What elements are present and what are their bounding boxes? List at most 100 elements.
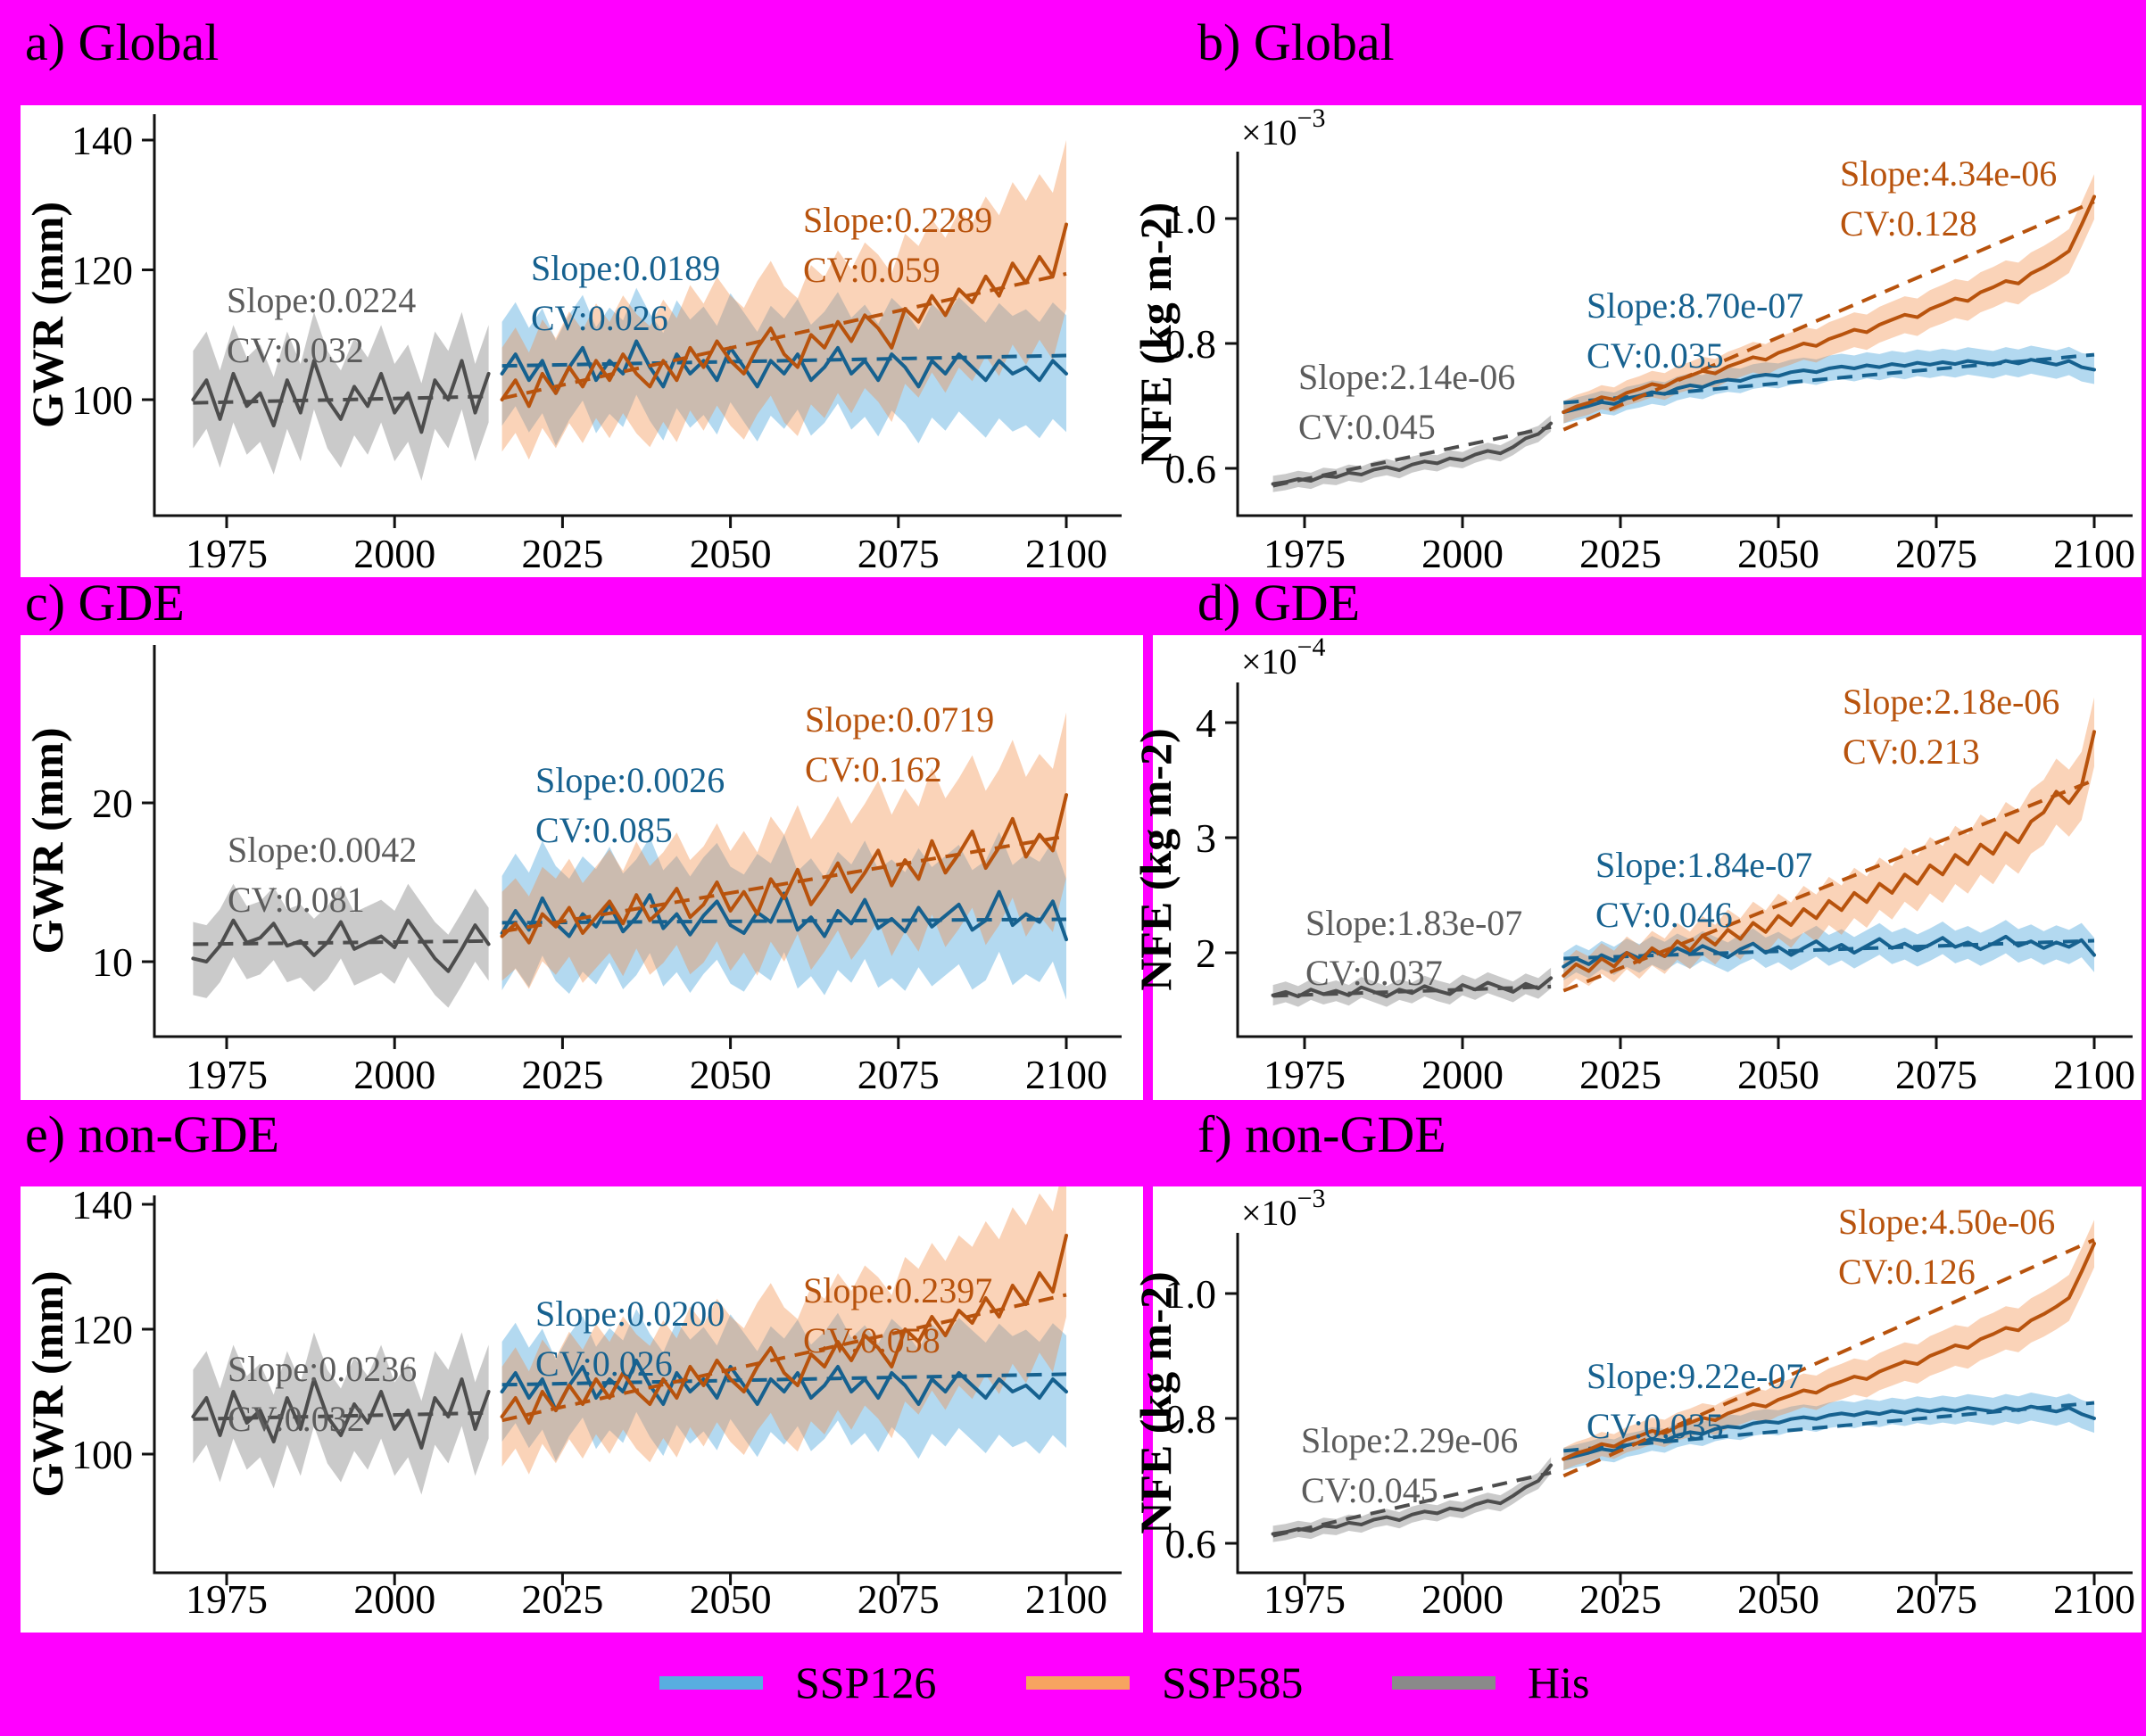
panel-f-y-axis-label: NFE (kg m-2) — [1131, 1271, 1181, 1533]
panel-b-line-ssp585 — [1562, 194, 2096, 414]
panel-f-band-ssp585 — [1563, 1219, 2094, 1471]
panel-c-band-ssp126 — [501, 831, 1066, 1000]
panel-f-trend-ssp585 — [1562, 1237, 2095, 1478]
panel-e-trend-ssp126 — [501, 1372, 1067, 1387]
x-tick-label: 2050 — [690, 531, 772, 576]
x-tick-label: 1975 — [1264, 531, 1346, 576]
y-tick-label: 100 — [71, 1432, 133, 1477]
panel-a-line-his — [191, 359, 491, 434]
panel-title-f: f) non-GDE — [1197, 1105, 1446, 1163]
panel-c-line-his — [191, 918, 491, 973]
panel-c: 1975 2000 2025 2050 2075 2100 10 20 GWR (mm) Slop… — [22, 645, 1122, 1097]
panel-title-c: c) GDE — [25, 574, 185, 632]
panel-c-line-ssp585 — [500, 793, 1068, 945]
panel-f-line-ssp585 — [1562, 1242, 2096, 1461]
x-tick-label: 2100 — [1025, 1052, 1107, 1097]
panel-b-trend-ssp585 — [1562, 200, 2095, 432]
panel-d-trend-ssp585 — [1562, 778, 2095, 993]
panel-a-annotation-ssp585-line2: CV:0.059 — [803, 250, 940, 290]
panel-c-annotation-ssp126-line2: CV:0.085 — [535, 810, 673, 850]
panel-b-annotation-ssp585-line2: CV:0.128 — [1840, 203, 1977, 244]
x-tick-label: 2050 — [690, 1052, 772, 1097]
panel-f-line-ssp126 — [1562, 1404, 2096, 1461]
panel-b-band-his — [1272, 415, 1552, 492]
x-tick-label: 2050 — [1737, 1052, 1819, 1097]
panel-f-axes — [1236, 1233, 2133, 1575]
x-tick-label: 1975 — [1264, 1576, 1346, 1622]
panel-a-band-his — [193, 311, 489, 481]
y-tick-label: 1.0 — [1165, 1271, 1217, 1317]
y-tick-label: 1.0 — [1165, 196, 1217, 242]
x-tick-label: 1975 — [186, 1576, 268, 1622]
x-tick-label: 2050 — [1737, 1576, 1819, 1622]
panel-gap-row-2 — [1143, 635, 1153, 1100]
panel-e-y-axis-label: GWR (mm) — [22, 1270, 72, 1497]
panel-f-annotation-his-line1: Slope:2.29e-06 — [1301, 1420, 1518, 1460]
panel-a-annotation-his-line2: CV:0.032 — [227, 330, 364, 370]
x-tick-label: 2025 — [521, 531, 603, 576]
x-tick-label: 2025 — [521, 1576, 603, 1622]
panel-c-band-his — [193, 883, 489, 1008]
panel-f-annotation-his-line2: CV:0.045 — [1301, 1470, 1438, 1510]
panel-e-line-ssp126 — [500, 1359, 1068, 1412]
panel-title-e: e) non-GDE — [25, 1105, 280, 1163]
y-tick-label: 20 — [92, 781, 133, 826]
panel-a-line-ssp126 — [500, 339, 1068, 395]
x-tick-label: 2025 — [1579, 531, 1661, 576]
panel-e-annotation-ssp585-line1: Slope:0.2397 — [803, 1270, 992, 1310]
y-tick-label: 120 — [71, 248, 133, 293]
x-tick-label: 2000 — [1421, 531, 1504, 576]
panel-b-annotation-ssp126-line1: Slope:8.70e-07 — [1587, 285, 1803, 326]
panel-e-band-his — [193, 1332, 489, 1495]
panel-d-y-axis-label: NFE (kg m-2) — [1131, 728, 1181, 990]
panel-gap-row-3 — [1143, 1186, 1153, 1633]
panel-a-axes — [153, 114, 1122, 517]
panel-a-y-axis-label: GWR (mm) — [22, 202, 72, 428]
panel-b-annotation-his-line1: Slope:2.14e-06 — [1298, 357, 1515, 397]
x-tick-label: 2000 — [1421, 1576, 1504, 1622]
panel-f-trend-his — [1272, 1470, 1552, 1538]
y-tick-label: 2 — [1196, 930, 1216, 976]
y-tick-label: 10 — [92, 939, 133, 985]
y-tick-label: 4 — [1196, 700, 1216, 746]
y-tick-label: 0.6 — [1165, 446, 1217, 492]
panel-f-band-ssp126 — [1563, 1393, 2094, 1471]
panel-c-trend-ssp126 — [501, 917, 1067, 925]
panel-e: 1975 2000 2025 2050 2075 2100 100 120 140 GWR (mm… — [22, 1182, 1122, 1622]
panel-e-line-his — [191, 1377, 491, 1450]
y-tick-label: 140 — [71, 1182, 133, 1228]
panel-b-band-ssp585 — [1563, 174, 2094, 424]
panel-b-annotation-his-line2: CV:0.045 — [1298, 407, 1436, 447]
panel-a-annotation-ssp126-line2: CV:0.026 — [531, 298, 668, 338]
panel-b-line-ssp126 — [1562, 358, 2096, 414]
panel-title-d: d) GDE — [1197, 574, 1361, 632]
panel-d-annotation-ssp126-line2: CV:0.046 — [1595, 895, 1733, 935]
panel-d-annotation-ssp126-line1: Slope:1.84e-07 — [1595, 845, 1812, 885]
panel-b-annotation-ssp126-line2: CV:0.035 — [1587, 335, 1724, 376]
legend-item-ssp585: SSP585 — [1026, 1656, 1303, 1709]
x-tick-label: 2075 — [1895, 531, 1977, 576]
legend-swatch-ssp585 — [1026, 1675, 1130, 1690]
panel-e-axes — [153, 1195, 1122, 1575]
x-tick-label: 1975 — [186, 1052, 268, 1097]
panel-f-trend-ssp126 — [1563, 1401, 2095, 1453]
legend-label-his: His — [1528, 1657, 1590, 1707]
panel-e-annotation-ssp585-line2: CV:0.058 — [803, 1320, 940, 1360]
x-tick-label: 2025 — [521, 1052, 603, 1097]
panel-f-line-his — [1271, 1463, 1554, 1536]
panel-c-trend-ssp585 — [501, 834, 1067, 934]
panel-a-line-ssp585 — [500, 222, 1068, 409]
panel-e-annotation-ssp126-line1: Slope:0.0200 — [535, 1294, 725, 1334]
panel-a-band-ssp126 — [501, 287, 1066, 446]
legend-label-ssp585: SSP585 — [1162, 1657, 1304, 1707]
y-tick-label: 0.8 — [1165, 1396, 1217, 1442]
panel-d-line-his — [1271, 976, 1554, 998]
panel-d: 1975 2000 2025 2050 2075 2100 2 3 4 NFE (kg m-2) ×… — [1131, 632, 2135, 1097]
panel-f-annotation-ssp126-line2: CV:0.035 — [1587, 1406, 1724, 1446]
panel-e-band-ssp585 — [501, 1186, 1066, 1475]
x-tick-label: 2000 — [353, 1052, 435, 1097]
y-tick-label: 120 — [71, 1307, 133, 1352]
